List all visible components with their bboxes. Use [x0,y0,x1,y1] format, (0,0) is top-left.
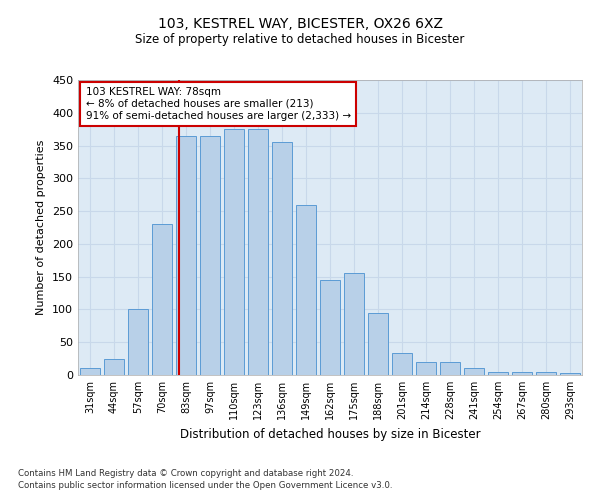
Bar [104,358,124,375]
Bar [368,312,388,375]
Bar [512,372,532,375]
Bar [128,310,148,375]
Text: 103, KESTREL WAY, BICESTER, OX26 6XZ: 103, KESTREL WAY, BICESTER, OX26 6XZ [157,18,443,32]
Text: Contains HM Land Registry data © Crown copyright and database right 2024.: Contains HM Land Registry data © Crown c… [18,468,353,477]
Bar [536,372,556,375]
Bar [320,280,340,375]
X-axis label: Distribution of detached houses by size in Bicester: Distribution of detached houses by size … [179,428,481,440]
Y-axis label: Number of detached properties: Number of detached properties [37,140,46,315]
Bar [416,362,436,375]
Bar [176,136,196,375]
Bar [560,373,580,375]
Bar [248,129,268,375]
Text: Contains public sector information licensed under the Open Government Licence v3: Contains public sector information licen… [18,481,392,490]
Bar [224,129,244,375]
Bar [296,204,316,375]
Text: 103 KESTREL WAY: 78sqm
← 8% of detached houses are smaller (213)
91% of semi-det: 103 KESTREL WAY: 78sqm ← 8% of detached … [86,88,350,120]
Bar [488,372,508,375]
Bar [392,354,412,375]
Bar [200,136,220,375]
Bar [272,142,292,375]
Bar [344,274,364,375]
Bar [80,368,100,375]
Text: Size of property relative to detached houses in Bicester: Size of property relative to detached ho… [136,32,464,46]
Bar [152,224,172,375]
Bar [440,362,460,375]
Bar [464,368,484,375]
